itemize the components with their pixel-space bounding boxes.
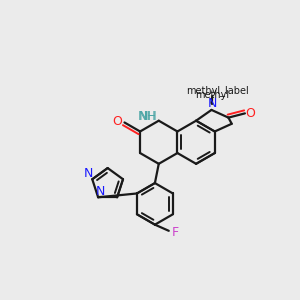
Text: O: O <box>245 107 255 120</box>
Text: N: N <box>96 185 105 198</box>
Text: N: N <box>208 97 217 110</box>
Text: NH: NH <box>138 110 157 123</box>
Text: methyl_label: methyl_label <box>186 85 249 96</box>
Text: O: O <box>112 115 122 128</box>
Text: F: F <box>171 226 178 239</box>
Text: methyl: methyl <box>195 90 229 100</box>
Text: N: N <box>84 167 93 180</box>
Text: NH: NH <box>139 110 158 123</box>
